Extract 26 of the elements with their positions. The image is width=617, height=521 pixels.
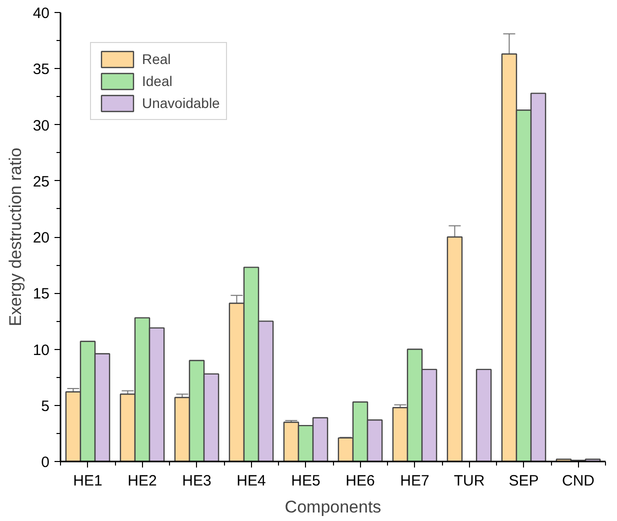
x-tick-label: HE2: [128, 472, 157, 490]
legend-label: Real: [142, 51, 171, 67]
x-tick-label: HE3: [182, 472, 212, 490]
y-tick-label: 40: [32, 5, 50, 22]
y-tick-label: 35: [32, 61, 50, 78]
y-tick-label: 30: [32, 117, 50, 134]
x-tick-label: CND: [562, 472, 595, 490]
bar: [476, 368, 492, 462]
x-tick-label: TUR: [454, 472, 485, 490]
y-tick-label: 25: [32, 173, 50, 190]
x-tick-label: HE6: [346, 472, 375, 490]
x-tick-label: HE4: [236, 472, 266, 490]
y-axis-title: Exergy destruction ratio: [6, 148, 25, 326]
x-axis-title: Components: [284, 498, 382, 516]
x-tick-label: HE7: [400, 472, 430, 490]
x-tick-label: HE5: [291, 472, 320, 490]
y-tick-label: 0: [41, 454, 50, 471]
bar: [446, 236, 463, 462]
y-tick-label: 5: [41, 398, 50, 415]
x-tick-label: HE1: [73, 472, 102, 490]
x-tick-label: SEP: [508, 472, 539, 490]
y-tick-label: 15: [32, 286, 50, 303]
legend-label: Unavoidable: [142, 95, 220, 111]
y-tick-label: 20: [32, 230, 50, 246]
y-tick-label: 10: [32, 342, 50, 359]
legend-label: Ideal: [142, 73, 172, 89]
